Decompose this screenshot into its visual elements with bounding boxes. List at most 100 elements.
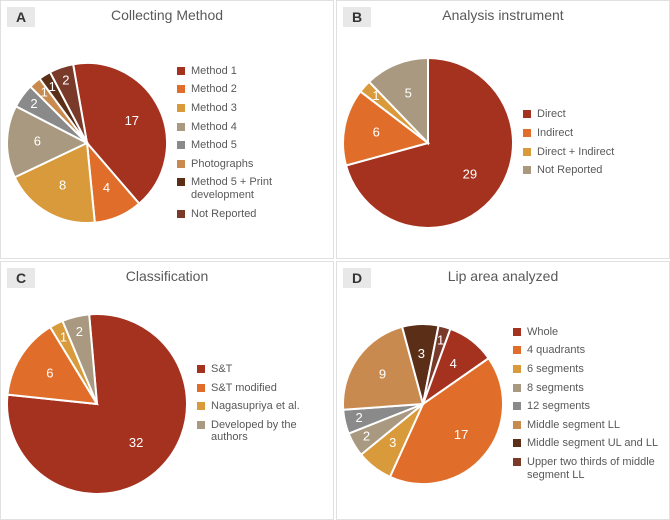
legend-swatch [513, 439, 521, 447]
slice-value-label: 9 [379, 366, 386, 381]
legend-label: Middle segment LL [527, 419, 620, 432]
legend-label: Method 5 [191, 139, 237, 152]
slice-value-label: 17 [454, 427, 468, 442]
legend-item: Method 1 [177, 65, 327, 78]
legend-swatch [197, 384, 205, 392]
legend-swatch [513, 346, 521, 354]
legend-item: Method 2 [177, 83, 327, 96]
legend-swatch [177, 67, 185, 75]
legend-label: Direct [537, 108, 566, 121]
panel-d: DLip area analyzed417322931Whole4 quadra… [336, 261, 670, 520]
panel-a: ACollecting Method174862112Method 1Metho… [0, 0, 334, 259]
legend-label: Developed by the authors [211, 419, 327, 444]
legend: Whole 4 quadrants 6 segments 8 segments 12 s… [503, 326, 663, 482]
legend-label: S&T modified [211, 382, 277, 395]
legend: S&T S&T modified Nagasupriya et al. Develop… [187, 363, 327, 444]
legend-item: Method 5 [177, 139, 327, 152]
legend-label: Direct + Indirect [537, 146, 614, 159]
legend-swatch [177, 123, 185, 131]
legend-label: Upper two thirds of middle segment LL [527, 456, 663, 481]
legend-item: Middle segment UL and LL [513, 437, 663, 450]
chart-grid: ACollecting Method174862112Method 1Metho… [0, 0, 670, 520]
legend-label: Not Reported [537, 164, 602, 177]
legend-item: 6 segments [513, 363, 663, 376]
chart-area: 174862112Method 1Method 2Method 3Method … [7, 33, 327, 252]
legend-swatch [523, 148, 531, 156]
legend-label: Photographs [191, 158, 253, 171]
slice-value-label: 4 [103, 180, 110, 195]
legend-label: Method 1 [191, 65, 237, 78]
slice-value-label: 6 [46, 365, 53, 380]
legend-swatch [197, 365, 205, 373]
legend-swatch [513, 458, 521, 466]
pie-wrap: 29615 [343, 58, 513, 228]
chart-area: 32612S&TS&T modifiedNagasupriya et al.De… [7, 294, 327, 513]
slice-value-label: 8 [59, 177, 66, 192]
slice-value-label: 4 [450, 356, 457, 371]
legend: Method 1 Method 2 Method 3 Method 4 Method 5… [167, 65, 327, 221]
slice-value-label: 2 [62, 72, 69, 87]
slice-value-label: 2 [76, 323, 83, 338]
panel-title: Collecting Method [1, 7, 333, 23]
legend-swatch [523, 166, 531, 174]
legend-item: Not Reported [523, 164, 663, 177]
legend-item: Direct [523, 108, 663, 121]
legend-item: Middle segment LL [513, 419, 663, 432]
legend-label: Indirect [537, 127, 573, 140]
chart-area: 417322931Whole4 quadrants6 segments8 seg… [343, 294, 663, 513]
legend-item: Method 3 [177, 102, 327, 115]
slice-value-label: 6 [34, 133, 41, 148]
legend-item: Developed by the authors [197, 419, 327, 444]
legend-label: Method 2 [191, 83, 237, 96]
legend-swatch [513, 384, 521, 392]
legend-item: Indirect [523, 127, 663, 140]
pie-chart: 29615 [343, 58, 513, 228]
legend-swatch [513, 328, 521, 336]
slice-value-label: 3 [418, 345, 425, 360]
legend-swatch [177, 104, 185, 112]
legend-swatch [197, 421, 205, 429]
slice-value-label: 1 [437, 332, 444, 347]
legend-swatch [523, 110, 531, 118]
legend-swatch [513, 402, 521, 410]
slice-value-label: 32 [129, 435, 143, 450]
legend-item: Whole [513, 326, 663, 339]
pie-chart: 32612 [7, 314, 187, 494]
slice-value-label: 2 [355, 410, 362, 425]
legend-item: 4 quadrants [513, 344, 663, 357]
slice-value-label: 29 [463, 166, 477, 181]
panel-c: CClassification32612S&TS&T modifiedNagas… [0, 261, 334, 520]
pie-chart: 174862112 [7, 63, 167, 223]
legend: Direct Indirect Direct + Indirect Not Repor… [513, 108, 663, 177]
legend-label: Nagasupriya et al. [211, 400, 300, 413]
slice-value-label: 3 [389, 434, 396, 449]
legend-item: Method 5 + Print development [177, 176, 327, 201]
legend-label: 12 segments [527, 400, 590, 413]
pie-chart: 417322931 [343, 324, 503, 484]
slice-value-label: 5 [405, 85, 412, 100]
legend-label: Middle segment UL and LL [527, 437, 658, 450]
legend-swatch [177, 160, 185, 168]
legend-item: Photographs [177, 158, 327, 171]
legend-swatch [177, 210, 185, 218]
legend-label: S&T [211, 363, 232, 376]
legend-swatch [177, 141, 185, 149]
legend-item: 8 segments [513, 382, 663, 395]
legend-item: Direct + Indirect [523, 146, 663, 159]
legend-label: Method 3 [191, 102, 237, 115]
slice-value-label: 6 [373, 124, 380, 139]
panel-title: Classification [1, 268, 333, 284]
panel-b: BAnalysis instrument29615DirectIndirectD… [336, 0, 670, 259]
legend-label: Method 4 [191, 121, 237, 134]
legend-swatch [523, 129, 531, 137]
legend-item: S&T modified [197, 382, 327, 395]
panel-title: Lip area analyzed [337, 268, 669, 284]
legend-swatch [197, 402, 205, 410]
legend-item: Method 4 [177, 121, 327, 134]
panel-title: Analysis instrument [337, 7, 669, 23]
legend-label: 6 segments [527, 363, 584, 376]
legend-label: Whole [527, 326, 558, 339]
chart-area: 29615DirectIndirectDirect + IndirectNot … [343, 33, 663, 252]
legend-item: Not Reported [177, 208, 327, 221]
pie-wrap: 32612 [7, 314, 187, 494]
